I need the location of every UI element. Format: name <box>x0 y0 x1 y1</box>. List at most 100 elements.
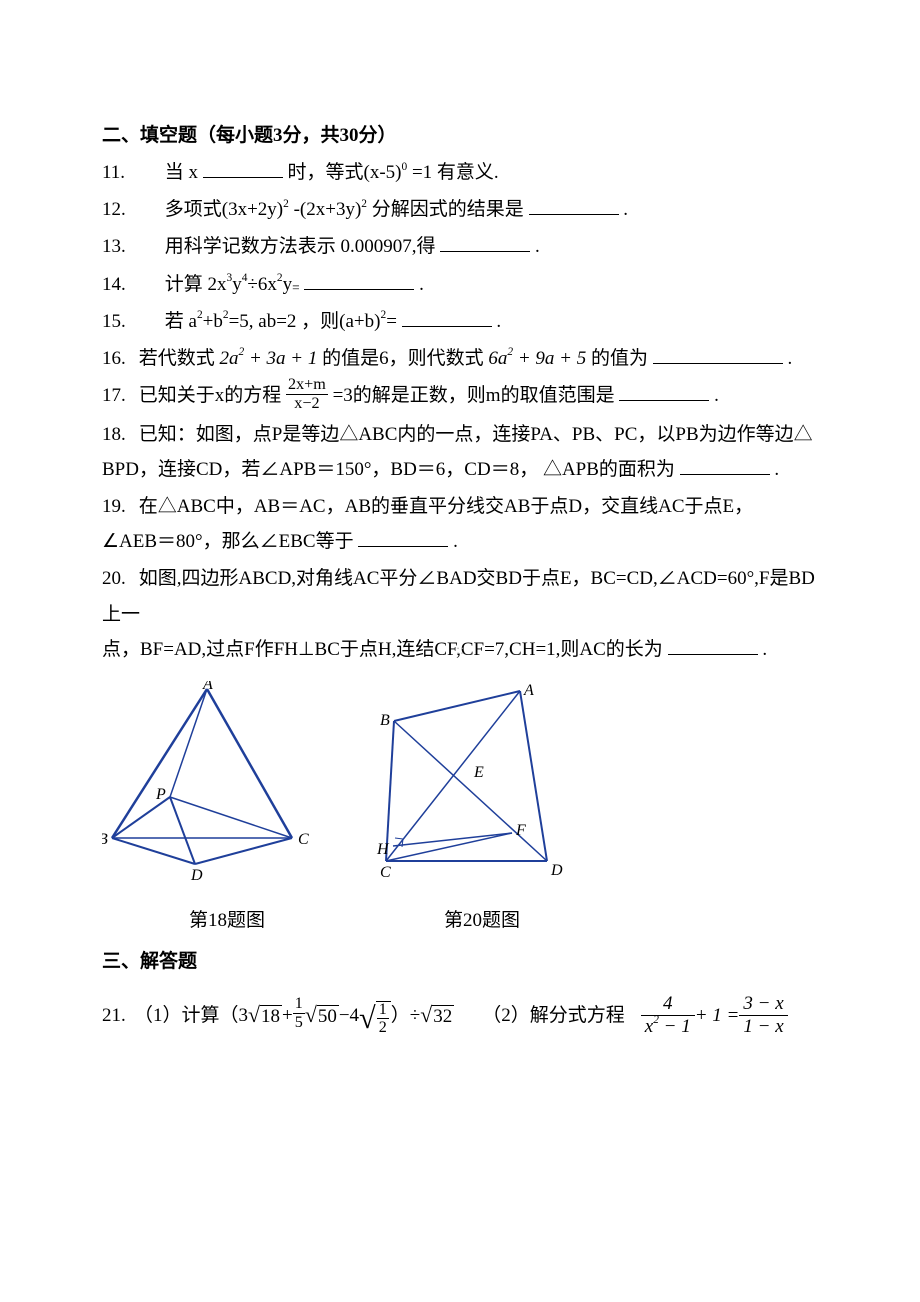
blank <box>304 271 414 290</box>
text: 当 x <box>165 162 198 183</box>
t: a <box>545 348 555 369</box>
text: 在△ABC中，AB＝AC，AB的垂直平分线交AB于点D，交直线AC于点E， <box>139 496 753 517</box>
svg-text:C: C <box>380 864 391 881</box>
section-2-title: 二、填空题（每小题3分，共30分） <box>102 118 818 153</box>
sup: 2 <box>507 346 513 358</box>
n: 3 − x <box>739 993 787 1016</box>
blank <box>358 528 448 547</box>
text: . <box>788 348 793 369</box>
den: x−2 <box>286 395 328 413</box>
num: 2x+m <box>286 376 328 395</box>
blank <box>529 196 619 215</box>
text: . <box>774 459 779 480</box>
text: −4 <box>339 998 359 1033</box>
text: =1 有意义. <box>412 162 499 183</box>
blank <box>440 233 530 252</box>
text: . <box>496 311 501 332</box>
text: + <box>282 998 293 1033</box>
text: ∠AEB＝80°，那么∠EBC等于 <box>102 531 354 552</box>
qnum: 18. <box>102 417 134 452</box>
text: 分解因式的结果是 <box>372 199 524 220</box>
t: 2 <box>220 348 230 369</box>
svg-text:D: D <box>190 867 203 881</box>
sqrt: √18 <box>248 995 282 1035</box>
figures-row: A B C D P A B C D E F H <box>102 681 818 893</box>
caption-18: 第18题图 <box>102 903 352 938</box>
text: . <box>453 531 458 552</box>
figure-18: ABCDP <box>102 681 312 893</box>
svg-text:B: B <box>380 712 390 729</box>
question-19: 19. 在△ABC中，AB＝AC，AB的垂直平分线交AB于点D，交直线AC于点E… <box>102 489 818 559</box>
text: +b <box>203 311 223 332</box>
sqrt: √12 <box>359 987 391 1043</box>
fraction: 12 <box>377 1001 389 1038</box>
svg-text:H: H <box>376 841 390 858</box>
qnum: 12. <box>102 192 160 227</box>
t: a <box>276 348 286 369</box>
qnum: 16. <box>102 341 134 376</box>
sup: 2 <box>653 1014 659 1026</box>
question-17: 17. 已知关于x的方程 2x+mx−2 =3的解是正数，则m的取值范围是 . <box>102 378 818 415</box>
caption-20: 第20题图 <box>352 903 612 938</box>
text: 的值是6，则代数式 <box>322 348 484 369</box>
blank <box>203 159 283 178</box>
sup: 4 <box>242 272 248 284</box>
fraction: 2x+mx−2 <box>286 376 328 413</box>
svg-text:C: C <box>298 831 309 848</box>
d: 5 <box>293 1014 305 1032</box>
svg-text:P: P <box>155 786 166 803</box>
sup: 2 <box>361 198 367 210</box>
text: 时，等式(x-5) <box>288 162 402 183</box>
text: + 1 = <box>695 998 740 1033</box>
question-13: 13. 用科学记数方法表示 0.000907,得 . <box>102 229 818 264</box>
text: . <box>623 199 628 220</box>
svg-text:D: D <box>550 862 563 879</box>
sup: 2 <box>283 198 289 210</box>
fraction: 4x2 − 1 <box>641 993 695 1038</box>
text: . <box>419 274 424 295</box>
text: 点，BF=AD,过点F作FH⊥BC于点H,连结CF,CF=7,CH=1,则AC的… <box>102 639 663 660</box>
qnum: 11. <box>102 155 160 190</box>
figure-20-svg: A B C D E F H <box>362 681 572 881</box>
sup: 2 <box>277 272 283 284</box>
svg-text:F: F <box>515 822 526 839</box>
n: 1 <box>293 995 305 1014</box>
t: − 1 <box>659 1016 691 1037</box>
t: + 1 <box>286 348 318 369</box>
blank <box>402 308 492 327</box>
text: 的值为 <box>591 348 648 369</box>
text: = <box>386 311 397 332</box>
n: 1 <box>377 1001 389 1020</box>
blank <box>668 636 758 655</box>
t: + 3 <box>244 348 276 369</box>
sqrt: √32 <box>420 995 454 1035</box>
svg-text:B: B <box>102 831 108 848</box>
figure-18-svg: ABCDP <box>102 681 312 881</box>
text: 计算 2x <box>165 274 227 295</box>
figure-20: A B C D E F H <box>362 681 572 893</box>
question-18: 18. 已知：如图，点P是等边△ABC内的一点，连接PA、PB、PC，以PB为边… <box>102 417 818 487</box>
qnum: 21. <box>102 998 134 1033</box>
text: ）÷ <box>391 998 420 1033</box>
question-12: 12. 多项式(3x+2y)2 -(2x+3y)2 分解因式的结果是 . <box>102 192 818 227</box>
sup: 2 <box>380 309 386 321</box>
text: 若 a <box>165 311 197 332</box>
qnum: 15. <box>102 304 160 339</box>
fraction: 15 <box>293 995 305 1032</box>
svg-text:A: A <box>523 682 534 699</box>
fraction: 3 − x1 − x <box>739 993 787 1038</box>
t: a <box>229 348 239 369</box>
t: + 5 <box>554 348 586 369</box>
text: y <box>283 274 293 295</box>
captions: 第18题图 第20题图 <box>102 899 818 944</box>
watermark: :: <box>456 638 464 664</box>
qnum: 17. <box>102 378 134 413</box>
qnum: 13. <box>102 229 160 264</box>
question-16: 16. 若代数式 2a2 + 3a + 1 的值是6，则代数式 6a2 + 9a… <box>102 341 818 376</box>
sup: 2 <box>197 309 203 321</box>
svg-text:E: E <box>473 764 484 781</box>
blank <box>653 345 783 364</box>
rad: 18 <box>260 1005 282 1027</box>
question-11: 11. 当 x 时，等式(x-5)0 =1 有意义. <box>102 155 818 190</box>
text: =5, ab=2 ，则(a+b) <box>229 311 381 332</box>
